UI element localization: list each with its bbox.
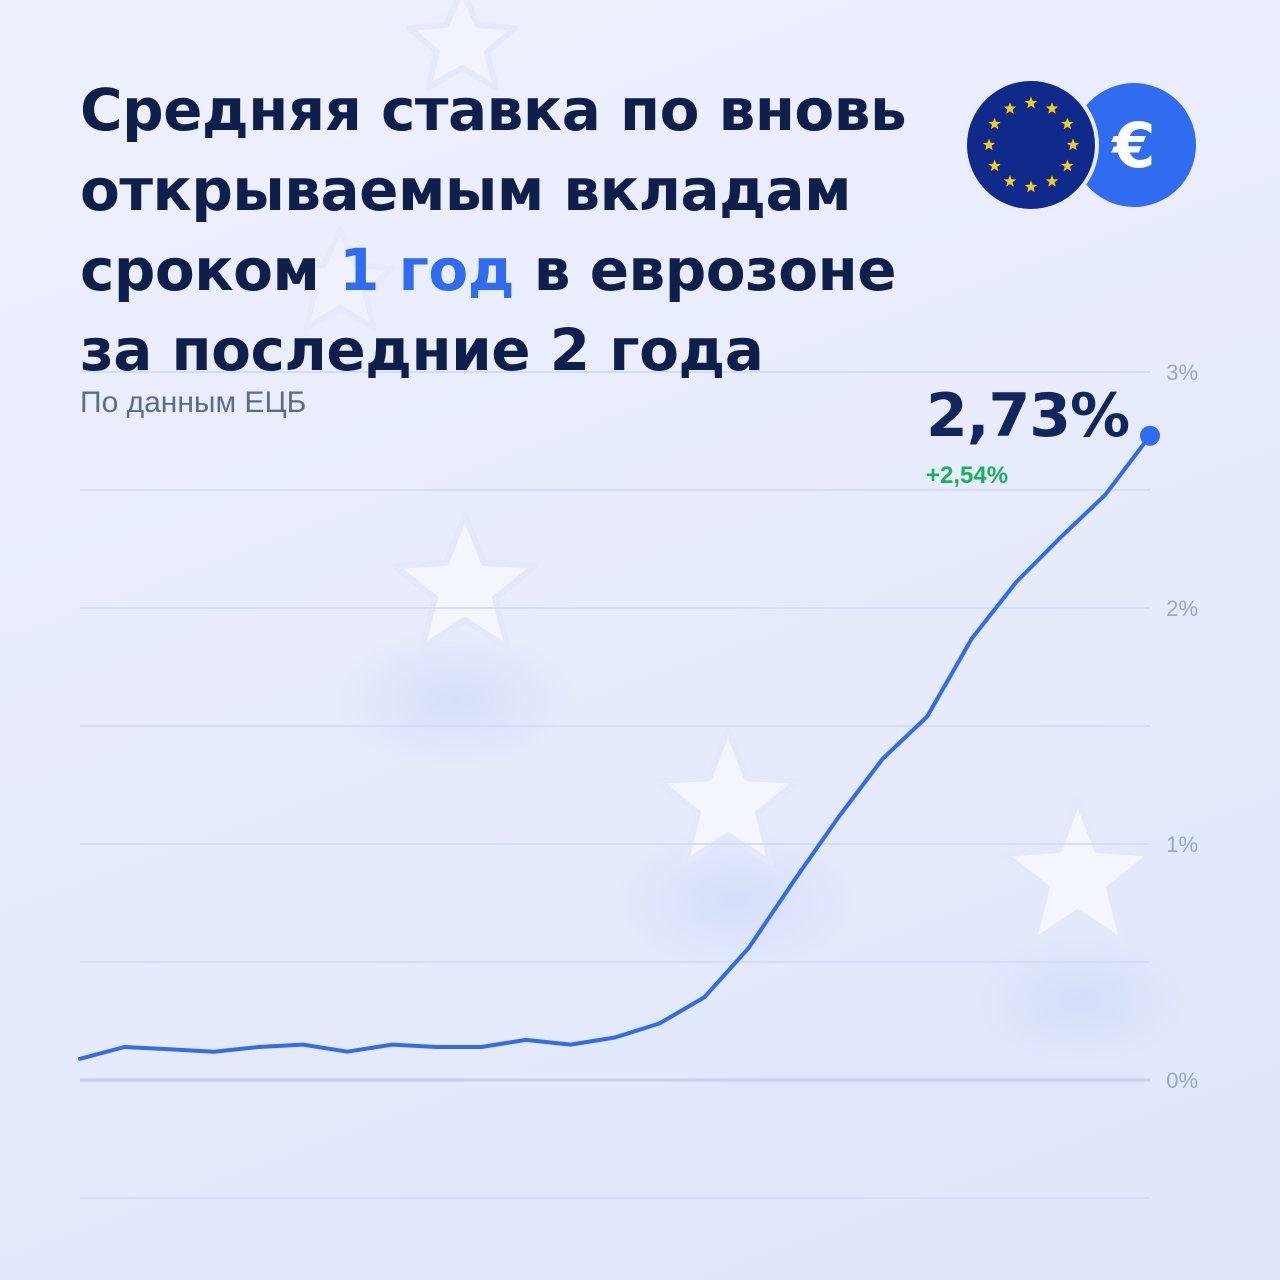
rate-change-badge: +2,54% (926, 462, 1009, 489)
eu-star-icon (1045, 102, 1059, 114)
eu-flag-icon (966, 80, 1099, 210)
eu-star-icon (1024, 180, 1038, 193)
eu-star-icon (1066, 138, 1080, 151)
eu-star-icon (1003, 102, 1017, 114)
star-decor-icon (284, 0, 1155, 945)
eu-star-icon (1061, 117, 1074, 130)
title-part-2: в еврозоне за последние 2 года (80, 236, 897, 384)
rate-line (78, 433, 1152, 1061)
page-title: Средняя ставка по вновь открываемым вкла… (80, 70, 960, 390)
current-rate-value: 2,73% (926, 381, 1130, 451)
y-tick-label: 3% (1166, 360, 1198, 385)
eu-star-icon (1024, 96, 1038, 109)
title-highlight: 1 год (339, 236, 515, 304)
eu-star-icon (982, 138, 996, 151)
source-note: По данным ЕЦБ (80, 386, 307, 419)
last-point-marker (1140, 425, 1160, 446)
currency-badges: € (966, 80, 1196, 210)
euro-coin-icon: € (1072, 83, 1196, 207)
y-tick-label: 0% (1166, 1068, 1198, 1093)
eu-star-icon (988, 117, 1001, 130)
eu-star-icon (988, 159, 1001, 172)
eu-star-icon (1003, 174, 1017, 187)
y-tick-label: 2% (1166, 596, 1198, 621)
euro-symbol: € (1110, 109, 1155, 182)
y-tick-label: 1% (1166, 832, 1198, 857)
eu-star-icon (1061, 159, 1074, 172)
eu-star-icon (1045, 174, 1059, 187)
title-part-1: Средняя ставка по вновь открываемым вкла… (80, 76, 907, 304)
